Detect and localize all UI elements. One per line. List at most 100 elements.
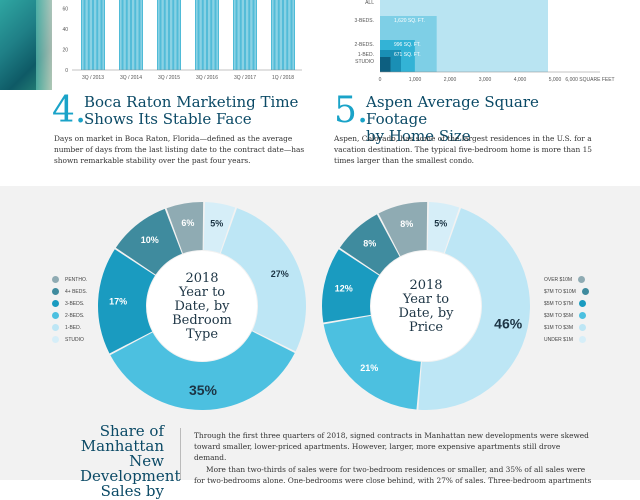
donut-title-line: Year to	[402, 292, 449, 307]
bar	[119, 0, 143, 70]
section-title-4-line2: Shows Its Stable Face	[84, 110, 252, 128]
section-title-4: Boca Raton Marketing Time Shows Its Stab…	[84, 94, 304, 128]
legend-label: 1-BED.	[65, 324, 82, 331]
x-tick-label: 5,000	[549, 77, 562, 83]
x-tick-label: 1,000	[409, 77, 422, 83]
donut-slice	[323, 315, 421, 410]
x-tick-label: 1Q / 2018	[272, 75, 294, 81]
legend-swatch	[52, 324, 59, 331]
donut-title-line: 2018	[409, 278, 442, 293]
legend-label: OVER $10M	[544, 276, 573, 283]
legend-swatch	[581, 288, 589, 295]
body-paragraph-2: More than two-thirds of sales were for t…	[194, 464, 592, 485]
donut-title-line: 2018	[185, 271, 218, 286]
slice-label: 17%	[109, 297, 127, 307]
x-tick-label: 2,000	[444, 77, 457, 83]
legend-label: STUDIO	[65, 336, 84, 343]
legend-item: STUDIO	[52, 336, 84, 343]
slice-label: 5%	[434, 218, 447, 228]
donut-title-line: Type	[186, 327, 218, 342]
donut-slice	[220, 208, 306, 352]
donut-title-line: Date, by	[174, 299, 230, 314]
category-label: 3-BEDS.	[355, 18, 374, 24]
section-paragraph-4: Days on market in Boca Raton, Florida—de…	[54, 134, 305, 165]
slice-label: 12%	[335, 284, 353, 294]
category-label: 1-BED.	[358, 52, 374, 58]
section-paragraph-5: Aspen, Colorado, has some of the largest…	[334, 134, 592, 165]
x-tick-label: 6,000 SQUARE FEET	[565, 77, 614, 83]
legend-swatch	[52, 288, 59, 295]
x-tick-label: 3Q / 2015	[158, 75, 180, 81]
legend-label: PENTHO.	[65, 276, 88, 283]
legend-label: $1M TO $3M	[544, 324, 573, 331]
x-tick-label: 3Q / 2017	[234, 75, 256, 81]
legend-item: $3M TO $5M	[544, 312, 586, 319]
donut-slice	[378, 202, 428, 257]
donut-slice	[115, 208, 182, 275]
slice-label: 46%	[494, 315, 523, 331]
x-tick-label: 4,000	[514, 77, 527, 83]
bar	[271, 0, 295, 70]
bar	[157, 0, 181, 70]
donut-hole	[147, 251, 257, 361]
y-tick-label: 60	[62, 6, 68, 12]
donut-slice	[339, 214, 400, 275]
legend-swatch	[52, 300, 59, 307]
legend-item: PENTHO.	[52, 276, 87, 283]
donut-title-line: Bedroom	[172, 313, 232, 328]
x-tick-label: 3,000	[479, 77, 492, 83]
donut-slice	[418, 208, 530, 410]
slice-label: 8%	[363, 239, 376, 249]
section-title-5: Aspen Average Square Footage by Home Siz…	[366, 94, 596, 145]
legend-item: 3-BEDS.	[52, 300, 84, 307]
section-title-5-line1: Aspen Average Square Footage	[366, 93, 539, 128]
legend-swatch	[579, 312, 586, 319]
legend-label: 3-BEDS.	[65, 300, 85, 307]
divider	[180, 428, 181, 480]
legend-item: 2-BEDS.	[52, 312, 84, 319]
donut-title-line: Date, by	[398, 306, 454, 321]
legend-label: $5M TO $7M	[544, 300, 573, 307]
legend-item: 4+ BEDS.	[52, 288, 87, 295]
donut-slice	[427, 202, 460, 253]
body-text: Through the first three quarters of 2018…	[194, 430, 594, 486]
section-title-4-line1: Boca Raton Marketing Time	[84, 93, 299, 111]
data-label: 671 SQ. FT.	[394, 52, 421, 58]
sqft-block	[380, 57, 391, 72]
y-tick-label: 20	[62, 47, 68, 53]
legend-swatch	[578, 276, 586, 283]
body-paragraph-1: Through the first three quarters of 2018…	[194, 431, 589, 463]
legend-swatch	[52, 312, 59, 319]
bar	[81, 0, 105, 70]
legend-label: UNDER $1M	[544, 336, 573, 343]
donut-slice	[98, 249, 156, 354]
x-tick-label: 0	[379, 77, 382, 83]
donut-title-line: Price	[409, 320, 443, 335]
y-tick-label: 0	[65, 68, 68, 74]
boca-bar-chart: 0 20 40 60 3Q / 2013 3Q / 2014 3Q / 2015 3Q / 2…	[62, 0, 302, 81]
data-label: 996 SQ. FT.	[394, 42, 421, 48]
section-title-5-line2: by Home Size	[366, 127, 471, 145]
y-tick-label: 40	[62, 27, 68, 33]
slice-label: 10%	[141, 235, 159, 245]
x-tick-label: 3Q / 2016	[196, 75, 218, 81]
slice-label: 6%	[181, 218, 194, 228]
legend-swatch	[52, 336, 59, 343]
legend-label: $7M TO $10M	[544, 288, 576, 295]
slice-label: 8%	[400, 219, 413, 229]
category-label: ALL	[365, 0, 374, 6]
data-label: 1,620 SQ. FT.	[394, 18, 425, 24]
aspen-sqft-chart: ALL 3-BEDS. 1,620 SQ. FT. 2-BEDS. 996 SQ. FT…	[355, 0, 615, 83]
bar	[195, 0, 219, 70]
legend-item: $5M TO $7M	[544, 300, 586, 307]
legend-item: UNDER $1M	[544, 336, 586, 343]
legend-item: 1-BED.	[52, 324, 81, 331]
legend-swatch	[579, 300, 586, 307]
legend-label: 4+ BEDS.	[65, 288, 88, 295]
bar	[233, 0, 257, 70]
category-label: 2-BEDS.	[355, 42, 374, 48]
photo-shoreline	[36, 0, 52, 90]
slice-label: 35%	[189, 382, 218, 398]
